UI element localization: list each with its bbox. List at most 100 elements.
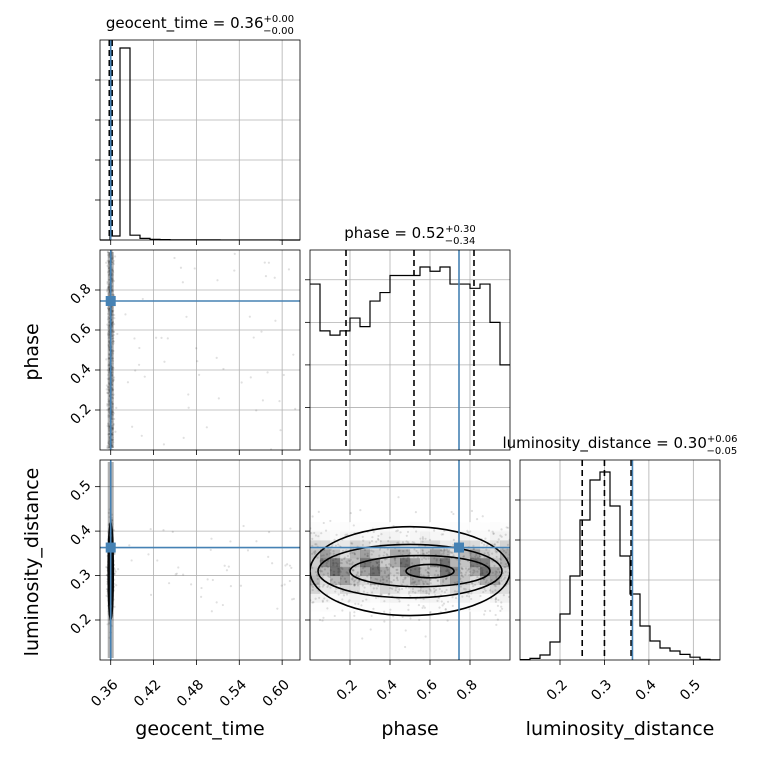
- scatter-phase-vs-luminosity-distance-point: [429, 582, 432, 585]
- scatter-phase-vs-luminosity-distance-point: [417, 589, 420, 592]
- scatter-phase-vs-luminosity-distance-density-cell: [470, 602, 481, 612]
- scatter-phase-vs-luminosity-distance-density-cell: [350, 593, 361, 603]
- scatter-phase-vs-luminosity-distance-point: [461, 568, 464, 571]
- scatter-geocent-time-vs-phase-point: [111, 378, 114, 381]
- scatter-phase-vs-luminosity-distance-density-cell: [340, 575, 351, 585]
- scatter-phase-vs-luminosity-distance-point: [343, 556, 346, 559]
- scatter-geocent-time-vs-phase-point: [112, 342, 115, 345]
- scatter-phase-vs-luminosity-distance-point: [441, 604, 444, 607]
- scatter-geocent-time-vs-phase-point: [111, 368, 114, 372]
- scatter-phase-vs-luminosity-distance-point: [354, 565, 357, 568]
- scatter-geocent-time-vs-phase-point: [112, 378, 115, 381]
- scatter-phase-vs-luminosity-distance-point: [419, 537, 422, 540]
- scatter-phase-vs-luminosity-distance-density-cell: [460, 548, 471, 559]
- scatter-phase-vs-luminosity-distance-density-cell: [480, 548, 491, 559]
- scatter-phase-vs-luminosity-distance-point: [377, 560, 380, 564]
- scatter-phase-vs-luminosity-distance-point: [481, 571, 484, 575]
- scatter-phase-vs-luminosity-distance-density-cell: [490, 557, 501, 568]
- scatter-phase-vs-luminosity-distance-point: [420, 573, 423, 576]
- scatter-phase-vs-luminosity-distance-point: [366, 554, 369, 558]
- scatter-geocent-time-vs-phase-point: [106, 318, 110, 321]
- scatter-phase-vs-luminosity-distance-point: [443, 591, 447, 594]
- scatter-phase-vs-luminosity-distance-point: [314, 549, 317, 553]
- scatter-geocent-time-vs-phase-point: [112, 330, 115, 333]
- scatter-geocent-time-vs-phase-point: [106, 404, 109, 407]
- scatter-geocent-time-vs-phase: 0.2 0.4 0.6 0.8: [68, 249, 301, 455]
- scatter-phase-vs-luminosity-distance-point: [497, 598, 500, 602]
- scatter-phase-vs-luminosity-distance-point: [346, 562, 349, 565]
- scatter-phase-vs-luminosity-distance-point: [352, 569, 355, 572]
- scatter-phase-vs-luminosity-distance-density-cell: [500, 575, 510, 585]
- scatter-phase-vs-luminosity-distance-point: [377, 538, 380, 541]
- scatter-phase-vs-luminosity-distance-point: [476, 576, 479, 579]
- scatter-phase-vs-luminosity-distance-point: [478, 568, 481, 571]
- scatter-phase-vs-luminosity-distance-point: [399, 562, 403, 565]
- scatter-geocent-time-vs-phase-point: [193, 267, 196, 270]
- scatter-phase-vs-luminosity-distance-point: [337, 543, 340, 546]
- scatter-phase-vs-luminosity-distance-xtick-label: 0.4: [374, 677, 401, 704]
- scatter-geocent-time-vs-phase-point: [233, 252, 236, 255]
- scatter-geocent-time-vs-phase-bg: [100, 250, 300, 450]
- scatter-phase-vs-luminosity-distance-density-cell: [360, 540, 371, 550]
- scatter-phase-vs-luminosity-distance-point: [435, 569, 438, 572]
- scatter-geocent-time-vs-phase-point: [111, 371, 114, 374]
- hist-luminosity-distance: 0.2 0.3 0.4 0.5 luminosity_distance = 0.30+0…: [502, 434, 737, 704]
- scatter-geocent-time-vs-phase-point: [287, 268, 291, 271]
- scatter-phase-vs-luminosity-distance-point: [407, 608, 410, 611]
- scatter-phase-vs-luminosity-distance-point: [467, 567, 470, 570]
- scatter-phase-vs-luminosity-distance-point: [366, 591, 369, 595]
- scatter-geocent-time-vs-phase-point: [107, 357, 110, 360]
- scatter-geocent-time-vs-phase-point: [107, 392, 110, 395]
- scatter-phase-vs-luminosity-distance-point: [375, 560, 378, 563]
- scatter-phase-vs-luminosity-distance-point: [500, 535, 503, 538]
- scatter-geocent-time-vs-luminosity-distance-xtick-label: 0.60: [260, 677, 293, 710]
- scatter-phase-vs-luminosity-distance-point: [446, 570, 449, 573]
- scatter-phase-vs-luminosity-distance-point: [377, 534, 380, 538]
- scatter-phase-vs-luminosity-distance-density-cell: [430, 548, 441, 559]
- scatter-phase-vs-luminosity-distance-point: [506, 526, 510, 529]
- scatter-phase-vs-luminosity-distance-point: [334, 590, 337, 593]
- scatter-phase-vs-luminosity-distance-point: [468, 608, 471, 611]
- scatter-phase-vs-luminosity-distance-density-cell: [470, 593, 481, 603]
- scatter-phase-vs-luminosity-distance-point: [483, 613, 486, 616]
- scatter-phase-vs-luminosity-distance-point: [503, 576, 507, 579]
- scatter-phase-vs-luminosity-distance-point: [356, 584, 360, 587]
- scatter-geocent-time-vs-phase-point: [111, 310, 114, 313]
- scatter-geocent-time-vs-luminosity-distance-point: [171, 530, 174, 533]
- scatter-phase-vs-luminosity-distance-point: [418, 618, 421, 621]
- scatter-phase-vs-luminosity-distance-point: [363, 566, 366, 569]
- scatter-phase-vs-luminosity-distance-point: [342, 594, 346, 597]
- scatter-phase-vs-luminosity-distance-point: [383, 551, 386, 554]
- scatter-geocent-time-vs-phase-point: [107, 334, 110, 338]
- scatter-phase-vs-luminosity-distance-point: [422, 604, 425, 608]
- scatter-phase-vs-luminosity-distance-point: [472, 564, 475, 567]
- scatter-geocent-time-vs-phase-point: [111, 427, 114, 430]
- scatter-phase-vs-luminosity-distance-point: [360, 604, 363, 607]
- scatter-phase-vs-luminosity-distance-point: [370, 549, 373, 552]
- scatter-phase-vs-luminosity-distance-point: [448, 571, 451, 574]
- scatter-geocent-time-vs-phase-point: [111, 387, 114, 390]
- scatter-phase-vs-luminosity-distance-point: [375, 562, 379, 565]
- scatter-geocent-time-vs-phase-point: [185, 315, 188, 318]
- scatter-phase-vs-luminosity-distance-density-cell: [380, 531, 391, 541]
- scatter-geocent-time-vs-phase-point: [107, 415, 110, 419]
- scatter-phase-vs-luminosity-distance-point: [333, 573, 336, 576]
- scatter-phase-vs-luminosity-distance-point: [491, 571, 494, 574]
- scatter-phase-vs-luminosity-distance-point: [396, 568, 399, 571]
- scatter-phase-vs-luminosity-distance-point: [369, 584, 372, 587]
- scatter-geocent-time-vs-phase-point: [108, 414, 111, 417]
- scatter-phase-vs-luminosity-distance-point: [486, 551, 490, 554]
- scatter-phase-vs-luminosity-distance-point: [348, 552, 351, 555]
- scatter-phase-vs-luminosity-distance-point: [385, 575, 388, 579]
- scatter-phase-vs-luminosity-distance-point: [321, 559, 324, 562]
- scatter-phase-vs-luminosity-distance-point: [498, 582, 501, 585]
- scatter-phase-vs-luminosity-distance-density-cell: [350, 584, 361, 594]
- scatter-geocent-time-vs-luminosity-distance: 0.36 0.42 0.48 0.54 0.60 0.2 0.3 0.4 0.5: [68, 459, 301, 710]
- scatter-geocent-time-vs-phase-point: [111, 403, 114, 406]
- scatter-phase-vs-luminosity-distance-point: [436, 579, 439, 582]
- scatter-phase-vs-luminosity-distance-point: [412, 581, 415, 584]
- scatter-phase-vs-luminosity-distance-point: [462, 575, 465, 578]
- scatter-phase-vs-luminosity-distance-point: [494, 589, 497, 592]
- scatter-phase-vs-luminosity-distance-point: [429, 588, 432, 592]
- scatter-geocent-time-vs-luminosity-distance-xtick-label: 0.54: [217, 677, 250, 710]
